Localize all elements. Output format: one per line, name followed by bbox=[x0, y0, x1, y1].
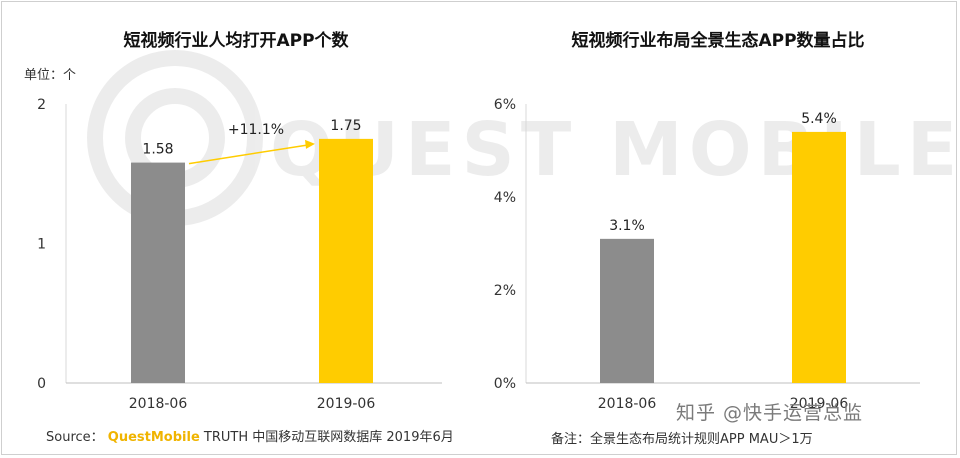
chart1-bars: 1.58 2018-06 1.75 2019-06 bbox=[129, 118, 376, 412]
chart2-bars: 3.1% 2018-06 5.4% 2019-06 bbox=[598, 111, 849, 412]
y-tick-label: 6% bbox=[494, 97, 516, 113]
data-label: 3.1% bbox=[609, 218, 645, 234]
growth-arrow-head-icon bbox=[305, 139, 315, 149]
source-prefix: Source： bbox=[46, 430, 104, 445]
bar bbox=[319, 138, 373, 383]
y-tick-label: 0 bbox=[37, 376, 46, 392]
y-tick-label: 2% bbox=[494, 283, 516, 299]
x-tick-label: 2019-06 bbox=[790, 396, 849, 412]
source-brand: QuestMobile bbox=[107, 430, 200, 445]
y-tick-label: 0% bbox=[494, 376, 516, 392]
chart2-title: 短视频行业布局全景生态APP数量占比 bbox=[571, 30, 864, 51]
x-tick-label: 2018-06 bbox=[598, 396, 657, 412]
y-tick-label: 4% bbox=[494, 190, 516, 206]
growth-arrow-line bbox=[188, 144, 308, 165]
data-label: 1.75 bbox=[330, 118, 361, 134]
source-rest: TRUTH 中国移动互联网数据库 2019年6月 bbox=[203, 430, 454, 445]
bar bbox=[600, 238, 654, 383]
bar bbox=[131, 162, 185, 383]
data-label: 1.58 bbox=[142, 142, 173, 158]
zhihu-credit: 知乎 @快手运营总监 bbox=[676, 402, 864, 424]
data-label: 5.4% bbox=[801, 111, 837, 127]
chart1-y-ticks: 0 1 2 bbox=[37, 97, 46, 392]
growth-label: +11.1% bbox=[228, 122, 284, 138]
bar bbox=[792, 131, 846, 383]
chart1-unit-label: 单位：个 bbox=[24, 68, 76, 83]
x-tick-label: 2019-06 bbox=[317, 396, 376, 412]
y-tick-label: 2 bbox=[37, 97, 46, 113]
chart-ecosystem-share: 短视频行业布局全景生态APP数量占比 0% 2% 4% 6% 3.1% 2018-06 5… bbox=[494, 30, 920, 412]
chart1-growth: +11.1% bbox=[188, 122, 315, 165]
y-tick-label: 1 bbox=[37, 237, 46, 253]
chart-avg-apps-opened: 短视频行业人均打开APP个数 单位：个 0 1 2 1.58 2018-06 1.75 2… bbox=[24, 30, 442, 412]
footnote: 备注：全景生态布局统计规则APP MAU＞1万 bbox=[551, 432, 813, 447]
x-tick-label: 2018-06 bbox=[129, 396, 188, 412]
source-note: Source： QuestMobile TRUTH 中国移动互联网数据库 201… bbox=[46, 426, 454, 445]
chart2-y-ticks: 0% 2% 4% 6% bbox=[494, 97, 516, 392]
chart1-title: 短视频行业人均打开APP个数 bbox=[123, 30, 349, 51]
